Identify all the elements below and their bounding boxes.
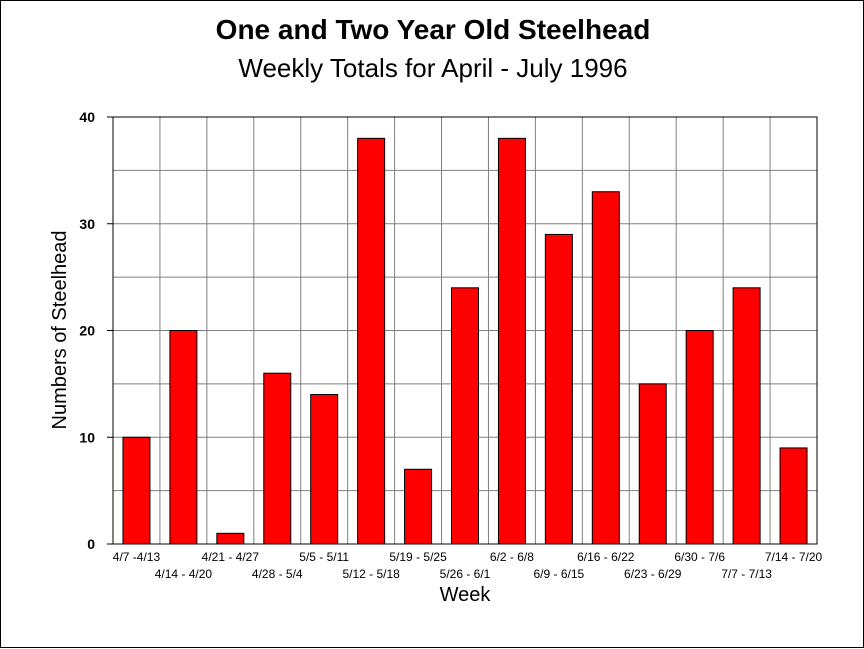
bar [544,233,573,545]
x-tick-label: 5/19 - 5/25 [389,550,447,564]
grid [113,116,817,545]
bar [263,372,292,545]
x-tick-label: 6/9 - 6/15 [534,567,585,581]
bars [122,137,808,545]
chart-subtitle: Weekly Totals for April - July 1996 [238,53,627,83]
y-tick-label: 40 [79,109,95,125]
bar [169,330,198,545]
y-tick-label: 10 [79,429,95,445]
x-tick-label: 6/16 - 6/22 [577,550,635,564]
x-tick-label: 4/21 - 4/27 [202,550,260,564]
x-axis-ticks: 4/7 -4/13 4/14 - 4/20 4/21 - 4/27 4/28 - 5/… [113,550,823,581]
x-tick-label: 4/7 -4/13 [113,550,161,564]
bar [732,287,761,545]
x-tick-label: 5/26 - 6/1 [440,567,491,581]
x-tick-label: 4/28 - 5/4 [252,567,303,581]
bar [122,436,151,545]
x-tick-label: 7/14 - 7/20 [765,550,823,564]
y-tick-label: 0 [87,536,95,552]
x-tick-label: 6/2 - 6/8 [490,550,534,564]
bar [357,137,386,545]
chart-title: One and Two Year Old Steelhead [216,14,651,45]
bar [216,532,245,545]
bar [638,383,667,545]
y-axis-title: Numbers of Steelhead [49,230,71,429]
bar [451,287,479,545]
x-tick-label: 5/5 - 5/11 [299,550,349,564]
bar [497,137,526,545]
bar [310,394,339,545]
x-tick-label: 6/23 - 6/29 [624,567,682,581]
x-tick-label: 5/12 - 5/18 [342,567,400,581]
bar [591,191,620,545]
y-tick-label: 20 [79,323,95,339]
x-tick-label: 7/7 - 7/13 [721,567,772,581]
y-axis-ticks: 0 10 20 30 40 [79,109,113,552]
bar [404,468,433,545]
x-axis-title: Week [440,584,492,606]
bar [685,330,714,545]
x-tick-label: 6/30 - 7/6 [674,550,725,564]
bar [779,447,808,545]
y-tick-label: 30 [79,216,95,232]
x-tick-label: 4/14 - 4/20 [155,567,213,581]
